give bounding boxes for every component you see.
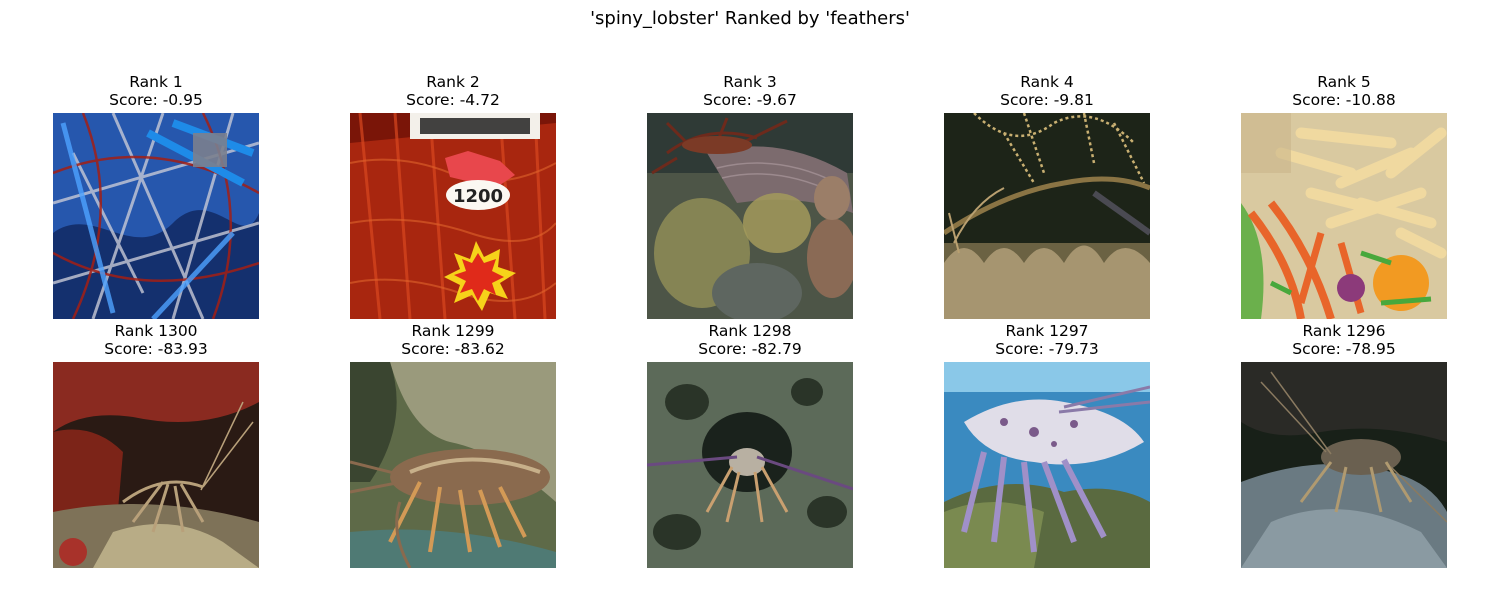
result-cell-bottom-5: Rank 1296 Score: -78.95 (1241, 322, 1447, 358)
result-cell-top-3: Rank 3 Score: -9.67 (647, 73, 853, 109)
lobster-under-red-reef-ledge-image (53, 362, 259, 568)
score-label: Score: -78.95 (1292, 340, 1396, 358)
score-label: Score: -9.67 (703, 91, 797, 109)
result-cell-top-2: Rank 2 Score: -4.72 (350, 73, 556, 109)
score-label: Score: -10.88 (1292, 91, 1396, 109)
rank-label: Rank 5 (1317, 73, 1371, 91)
rank-label: Rank 1298 (708, 322, 792, 340)
score-label: Score: -83.62 (401, 340, 505, 358)
score-label: Score: -0.95 (109, 91, 203, 109)
lobster-reef-hole-image (647, 362, 853, 568)
lobster-aquarium-blue-water-image (944, 362, 1150, 568)
result-cell-top-4: Rank 4 Score: -9.81 (944, 73, 1150, 109)
result-cell-bottom-1: Rank 1300 Score: -83.93 (53, 322, 259, 358)
score-label: Score: -82.79 (698, 340, 802, 358)
lobster-rock-crevice-image (350, 362, 556, 568)
lobster-feather-stars-image (944, 113, 1150, 319)
score-label: Score: -4.72 (406, 91, 500, 109)
result-cell-top-5: Rank 5 Score: -10.88 (1241, 73, 1447, 109)
score-label: Score: -79.73 (995, 340, 1099, 358)
score-label: Score: -83.93 (104, 340, 208, 358)
rank-label: Rank 3 (723, 73, 777, 91)
result-cell-top-1: Rank 1 Score: -0.95 (53, 73, 259, 109)
figure-title: 'spiny_lobster' Ranked by 'feathers' (590, 8, 910, 29)
lobster-trap-blue-net-image (53, 113, 259, 319)
rank-label: Rank 1 (129, 73, 183, 91)
lobster-dark-rock-image (1241, 362, 1447, 568)
rank-label: Rank 2 (426, 73, 480, 91)
rank-label: Rank 1296 (1302, 322, 1386, 340)
fries-salad-food-image (1241, 113, 1447, 319)
score-label: Score: -9.81 (1000, 91, 1094, 109)
result-cell-bottom-2: Rank 1299 Score: -83.62 (350, 322, 556, 358)
lobster-coral-reef-image (647, 113, 853, 319)
rank-label: Rank 4 (1020, 73, 1074, 91)
rank-label: Rank 1299 (411, 322, 495, 340)
rank-label: Rank 1297 (1005, 322, 1089, 340)
price-sign-text: 1200 (453, 186, 503, 207)
rank-label: Rank 1300 (114, 322, 198, 340)
result-cell-bottom-4: Rank 1297 Score: -79.73 (944, 322, 1150, 358)
red-lobsters-market-sign-image: 1200 (350, 113, 556, 319)
result-cell-bottom-3: Rank 1298 Score: -82.79 (647, 322, 853, 358)
